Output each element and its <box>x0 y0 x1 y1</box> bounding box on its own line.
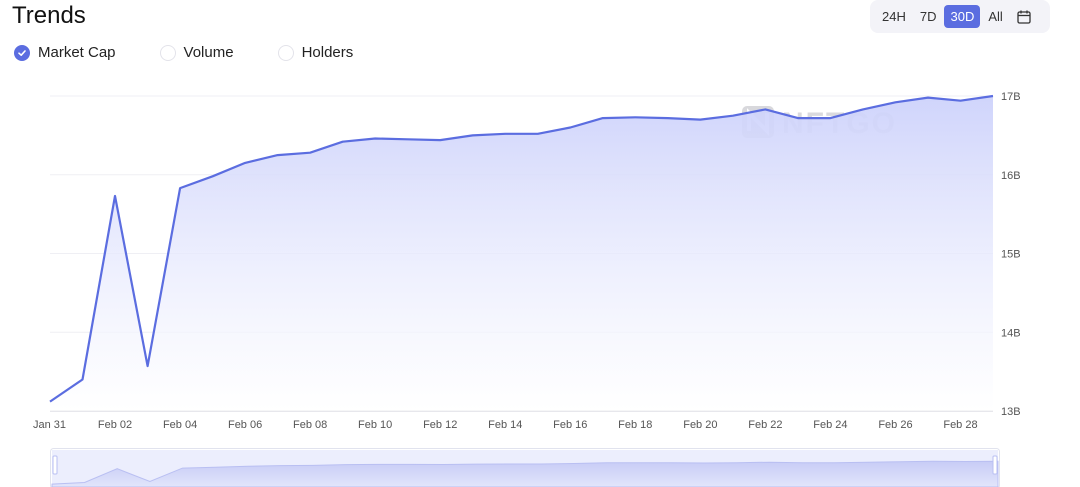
x-tick-label: Feb 10 <box>358 419 392 431</box>
data-point[interactable] <box>601 116 605 120</box>
data-point[interactable] <box>113 194 117 198</box>
toggle-volume[interactable]: Volume <box>159 44 234 61</box>
data-point[interactable] <box>926 96 930 100</box>
x-tick-label: Feb 24 <box>813 419 847 431</box>
x-tick-label: Feb 28 <box>943 419 977 431</box>
series-area <box>50 96 993 411</box>
data-point[interactable] <box>633 115 637 119</box>
x-tick-label: Feb 20 <box>683 419 717 431</box>
data-point[interactable] <box>243 161 247 165</box>
data-point[interactable] <box>893 100 897 104</box>
toggle-holders[interactable]: Holders <box>277 44 354 61</box>
x-tick-label: Jan 31 <box>33 419 66 431</box>
navigator-area <box>51 460 999 487</box>
x-tick-label: Feb 12 <box>423 419 457 431</box>
radio-empty-icon <box>159 44 176 61</box>
data-point[interactable] <box>536 132 540 136</box>
toggle-label-holders: Holders <box>301 44 354 61</box>
data-point[interactable] <box>568 126 572 130</box>
data-point[interactable] <box>958 99 962 103</box>
y-tick-label: 17B <box>1001 91 1021 103</box>
data-point[interactable] <box>81 378 85 382</box>
x-tick-label: Feb 26 <box>878 419 912 431</box>
data-point[interactable] <box>438 138 442 142</box>
x-tick-label: Feb 18 <box>618 419 652 431</box>
series-line-market-cap <box>49 94 994 403</box>
data-point[interactable] <box>503 132 507 136</box>
data-point[interactable] <box>731 114 735 118</box>
toggle-market-cap[interactable]: Market Cap <box>14 44 116 61</box>
calendar-icon[interactable] <box>1015 8 1033 26</box>
x-tick-label: Feb 06 <box>228 419 262 431</box>
navigator-handle[interactable] <box>992 455 998 475</box>
data-point[interactable] <box>406 137 410 141</box>
data-point[interactable] <box>48 400 52 404</box>
chart-navigator[interactable] <box>50 448 1000 487</box>
range-all-button[interactable]: All <box>988 9 1003 24</box>
range-24h-button[interactable]: 24H <box>882 9 906 24</box>
data-point[interactable] <box>308 151 312 155</box>
y-tick-label: 13B <box>1001 406 1021 418</box>
data-point[interactable] <box>178 186 182 190</box>
range-30d-button[interactable]: 30D <box>944 5 981 28</box>
x-tick-label: Feb 08 <box>293 419 327 431</box>
y-tick-label: 15B <box>1001 249 1021 261</box>
page-title: Trends <box>12 2 86 29</box>
toggle-label-volume: Volume <box>183 44 234 61</box>
data-point[interactable] <box>763 107 767 111</box>
check-icon <box>14 44 30 61</box>
data-point[interactable] <box>341 140 345 144</box>
metric-toggles: Market Cap Volume Holders <box>14 44 397 61</box>
x-tick-label: Feb 04 <box>163 419 197 431</box>
y-tick-label: 14B <box>1001 327 1021 339</box>
toggle-label-market-cap: Market Cap <box>38 44 116 61</box>
data-point[interactable] <box>666 116 670 120</box>
data-point[interactable] <box>373 137 377 141</box>
x-tick-label: Feb 22 <box>748 419 782 431</box>
x-tick-label: Feb 16 <box>553 419 587 431</box>
navigator-handle[interactable] <box>52 455 58 475</box>
data-point[interactable] <box>828 116 832 120</box>
range-7d-button[interactable]: 7D <box>919 9 937 24</box>
data-point[interactable] <box>796 116 800 120</box>
x-tick-label: Feb 14 <box>488 419 522 431</box>
data-point[interactable] <box>861 107 865 111</box>
data-point[interactable] <box>211 174 215 178</box>
time-range-selector: 24H 7D 30D All <box>870 0 1050 33</box>
data-point[interactable] <box>991 94 995 98</box>
y-tick-label: 16B <box>1001 170 1021 182</box>
data-point[interactable] <box>698 118 702 122</box>
data-point[interactable] <box>471 133 475 137</box>
data-point[interactable] <box>146 364 150 368</box>
x-tick-label: Feb 02 <box>98 419 132 431</box>
data-point[interactable] <box>276 153 280 157</box>
radio-empty-icon <box>277 44 294 61</box>
